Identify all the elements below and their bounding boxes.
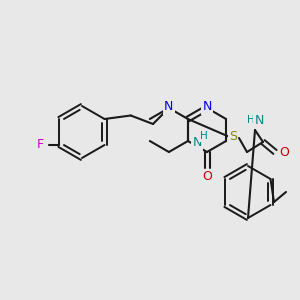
Text: H: H [247, 115, 255, 125]
Text: H: H [200, 131, 208, 141]
Text: O: O [279, 146, 289, 158]
Text: N: N [254, 115, 264, 128]
Text: N: N [192, 136, 202, 149]
Text: F: F [37, 139, 44, 152]
Text: O: O [202, 170, 212, 184]
Text: N: N [202, 100, 212, 113]
Text: N: N [164, 100, 174, 113]
Text: S: S [229, 130, 237, 143]
